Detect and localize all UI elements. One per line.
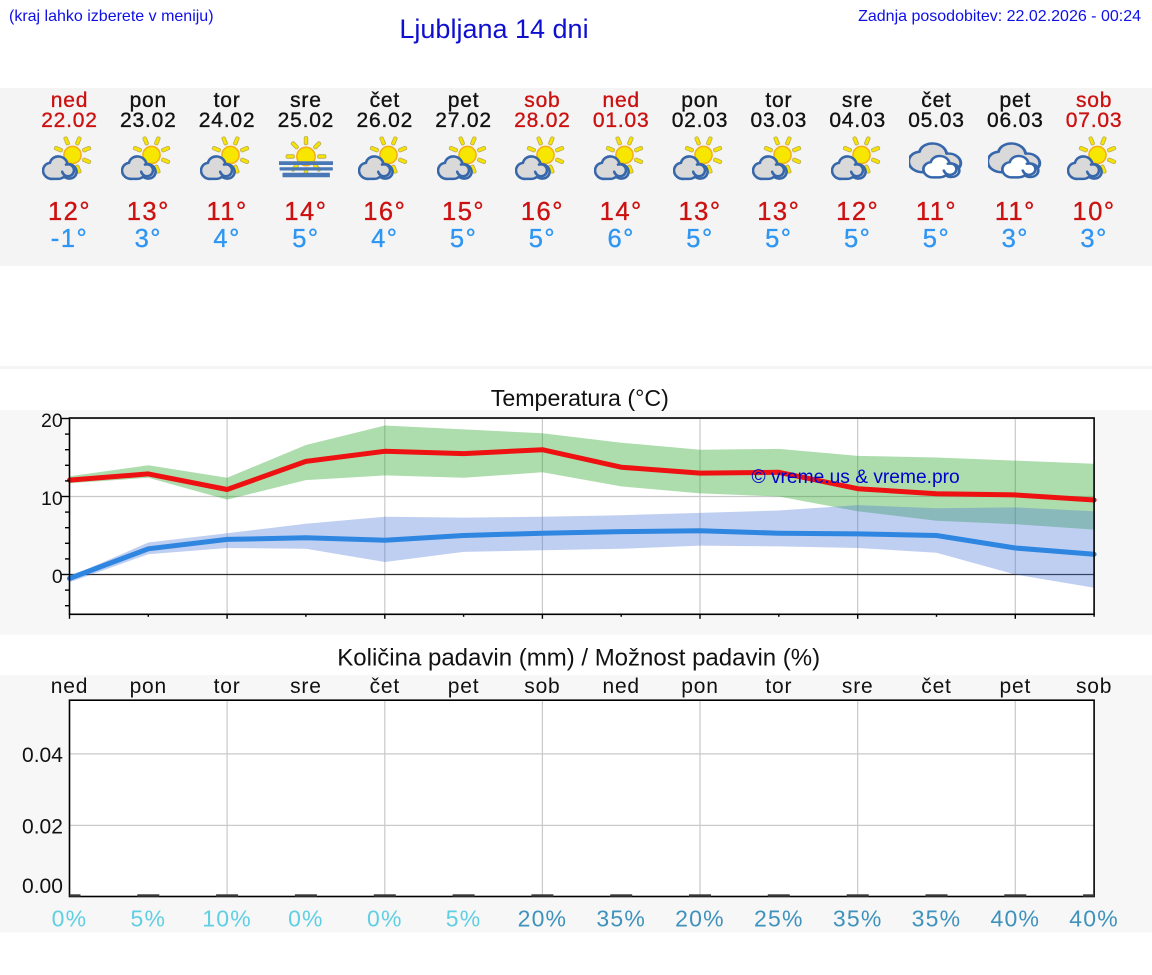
- svg-text:ned: ned: [51, 675, 88, 698]
- svg-text:35%: 35%: [912, 906, 962, 932]
- svg-text:pet: pet: [1000, 675, 1032, 698]
- svg-text:pon: pon: [130, 675, 167, 698]
- svg-text:pet: pet: [448, 675, 480, 698]
- svg-text:5%: 5%: [446, 906, 482, 932]
- svg-text:0.02: 0.02: [22, 815, 63, 838]
- svg-text:čet: čet: [921, 675, 951, 698]
- svg-text:ned: ned: [602, 675, 639, 698]
- svg-text:10%: 10%: [202, 906, 252, 932]
- svg-text:sob: sob: [524, 675, 560, 698]
- svg-text:0.04: 0.04: [22, 744, 63, 767]
- svg-text:sob: sob: [1076, 675, 1112, 698]
- svg-text:pon: pon: [681, 675, 718, 698]
- svg-text:20%: 20%: [518, 906, 568, 932]
- svg-text:40%: 40%: [990, 906, 1040, 932]
- svg-text:čet: čet: [370, 675, 400, 698]
- svg-text:sre: sre: [290, 675, 322, 698]
- svg-text:35%: 35%: [596, 906, 646, 932]
- svg-text:20%: 20%: [675, 906, 725, 932]
- svg-text:5%: 5%: [130, 906, 166, 932]
- svg-text:Količina padavin (mm) / Možnos: Količina padavin (mm) / Možnost padavin …: [337, 645, 820, 672]
- svg-text:tor: tor: [214, 675, 241, 698]
- svg-text:Temperatura (°C): Temperatura (°C): [491, 385, 669, 411]
- svg-text:© vreme.us & vreme.pro: © vreme.us & vreme.pro: [751, 467, 959, 488]
- svg-text:0: 0: [52, 566, 63, 588]
- svg-text:0.00: 0.00: [22, 875, 63, 898]
- svg-text:tor: tor: [765, 675, 792, 698]
- svg-text:10: 10: [41, 488, 63, 510]
- svg-text:0%: 0%: [288, 906, 324, 932]
- svg-text:sre: sre: [842, 675, 874, 698]
- svg-text:0%: 0%: [52, 906, 88, 932]
- svg-text:40%: 40%: [1069, 906, 1119, 932]
- svg-text:35%: 35%: [833, 906, 883, 932]
- svg-text:25%: 25%: [754, 906, 804, 932]
- svg-text:20: 20: [41, 410, 63, 432]
- svg-text:0%: 0%: [367, 906, 403, 932]
